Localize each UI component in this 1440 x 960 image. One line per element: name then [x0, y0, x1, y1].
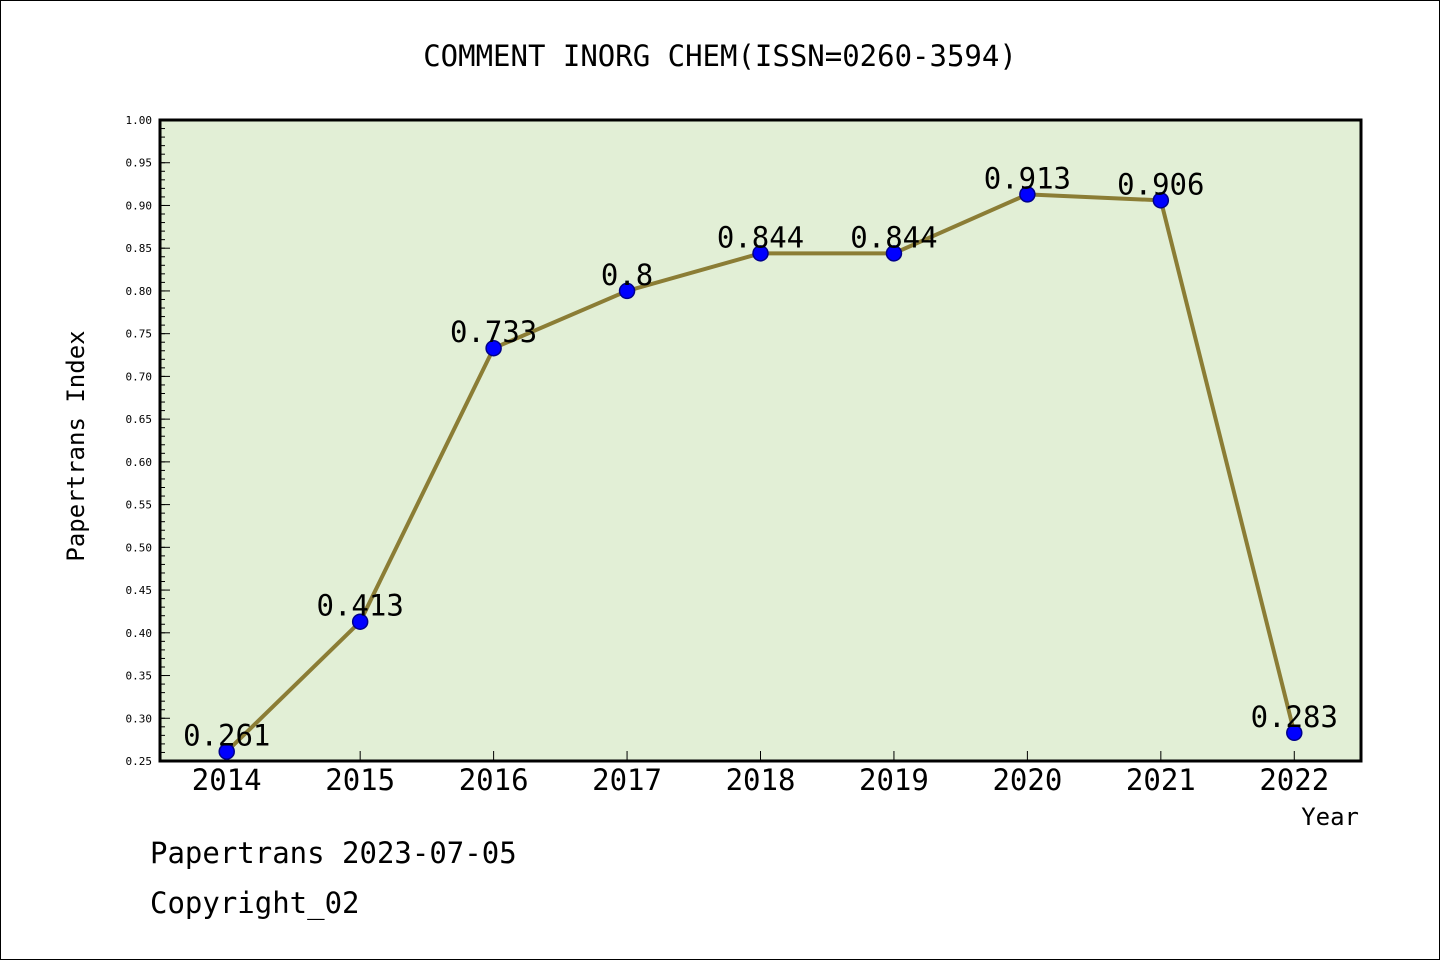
data-label: 0.844	[717, 220, 804, 254]
y-tick-label: 0.25	[126, 755, 153, 768]
data-label: 0.844	[850, 220, 937, 254]
data-label: 0.413	[317, 589, 404, 623]
series-papertrans-index	[218, 186, 1303, 760]
data-point	[218, 743, 235, 760]
x-axis: 2014 2015 2016 2017 2018 2019 2020 2021 2022	[192, 751, 1329, 797]
footer-date: Papertrans 2023-07-05	[150, 836, 517, 870]
y-tick-label: 0.30	[126, 712, 153, 725]
y-tick-label: 1.00	[126, 114, 153, 127]
y-tick-label: 0.50	[126, 541, 153, 554]
data-point	[351, 613, 369, 630]
data-label: 0.913	[984, 161, 1071, 195]
data-label: 0.8	[601, 258, 653, 292]
data-point	[1152, 192, 1170, 209]
x-tick-label: 2017	[592, 763, 662, 797]
data-label: 0.733	[450, 315, 537, 349]
x-tick-label: 2020	[992, 763, 1062, 797]
data-point	[752, 245, 769, 262]
y-tick-label: 0.35	[126, 670, 153, 683]
y-tick-label: 0.70	[126, 370, 153, 383]
y-tick-label: 0.60	[126, 456, 153, 469]
x-tick-label: 2022	[1259, 763, 1329, 797]
y-tick-label: 0.45	[126, 584, 153, 597]
data-point	[618, 282, 636, 300]
x-tick-label: 2015	[325, 763, 395, 797]
data-label: 0.283	[1251, 700, 1338, 734]
y-tick-label: 0.40	[126, 627, 153, 640]
y-tick-label: 0.80	[126, 285, 153, 298]
x-tick-label: 2021	[1126, 763, 1196, 797]
y-tick-label: 0.85	[126, 242, 153, 255]
data-point	[885, 245, 903, 262]
data-label: 0.906	[1117, 167, 1204, 201]
footer-copyright: Copyright_02	[150, 886, 360, 920]
y-axis: 0.25 0.30 0.35 0.40 0.45 0.50 0.55 0.60 0.65 0.70…	[126, 114, 170, 768]
y-axis-label: Papertrans Index	[62, 330, 90, 561]
y-tick-label: 0.95	[126, 157, 153, 170]
y-tick-label: 0.65	[126, 413, 153, 426]
data-label: 0.261	[183, 719, 270, 753]
data-point	[1019, 186, 1036, 203]
data-labels: 0.261 0.413 0.733 0.8 0.844 0.844 0.913 0.906 0.…	[183, 161, 1338, 752]
y-tick-label: 0.75	[126, 328, 153, 341]
data-point	[1286, 724, 1303, 742]
plot-area	[158, 118, 1363, 763]
chart-title: COMMENT INORG CHEM(ISSN=0260-3594)	[423, 39, 1017, 73]
x-tick-label: 2018	[726, 763, 796, 797]
x-tick-label: 2016	[459, 763, 529, 797]
y-tick-label: 0.55	[126, 499, 153, 512]
y-tick-label: 0.90	[126, 199, 153, 212]
data-point	[485, 339, 502, 357]
x-tick-label: 2019	[859, 763, 929, 797]
x-axis-label: Year	[1301, 803, 1359, 831]
x-tick-label: 2014	[192, 763, 262, 797]
